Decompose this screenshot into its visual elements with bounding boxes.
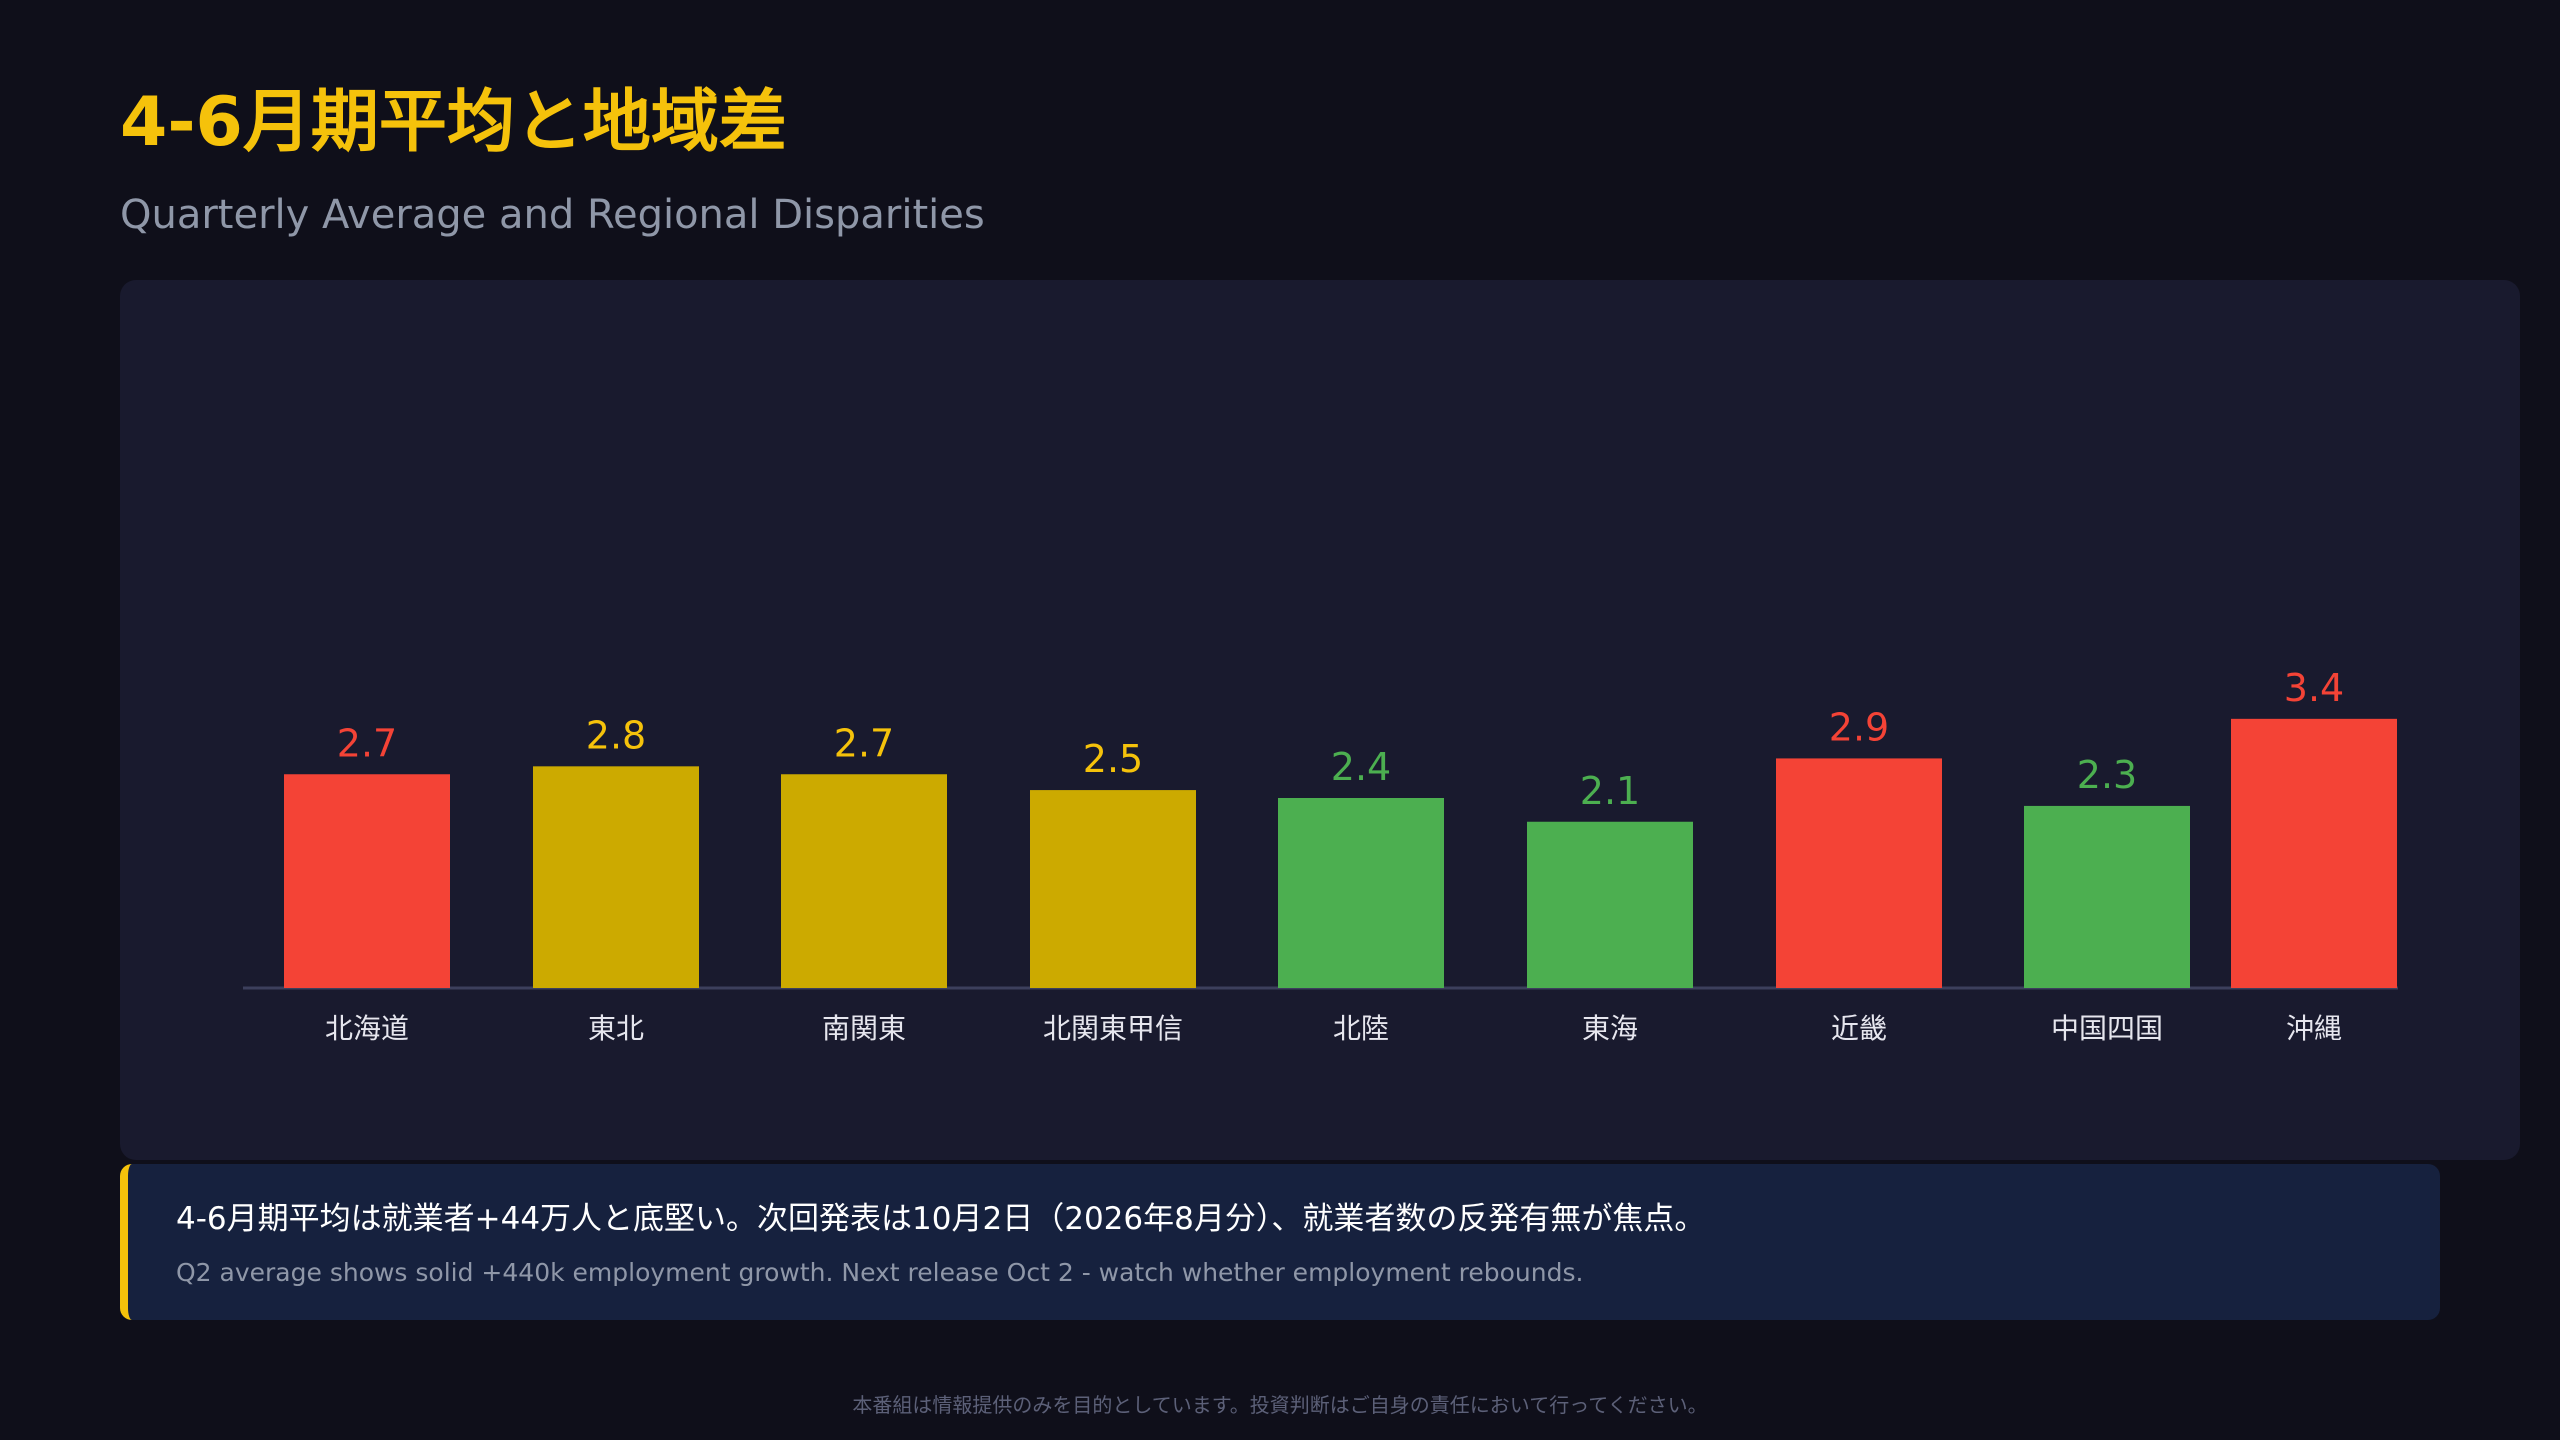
bar-3 [781, 774, 947, 988]
bar-value-label-5: 2.4 [1331, 745, 1391, 789]
bar-2 [533, 766, 699, 988]
x-tick-label-7: 近畿 [1831, 1012, 1887, 1045]
x-tick-label-3: 南関東 [822, 1012, 906, 1045]
page-title: 4-6月期平均と地域差 [120, 83, 787, 162]
bar-7 [1776, 758, 1942, 988]
bar-value-label-2: 2.8 [586, 713, 646, 757]
x-tick-label-5: 北陸 [1333, 1012, 1389, 1045]
disclaimer: 本番組は情報提供のみを目的としています。投資判断はご自身の責任において行ってくだ… [852, 1393, 1708, 1417]
x-tick-label-1: 北海道 [325, 1012, 409, 1045]
chart-panel: 2.7 北海道 2.8 東北 2.7 南関東 2.5 北関東甲信 2.4 北陸 2.1 東海 2.9 近畿… [120, 280, 2520, 1160]
bar-5 [1278, 798, 1444, 988]
x-tick-label-8: 中国四国 [2051, 1012, 2163, 1045]
bar-6 [1527, 821, 1693, 988]
bar-8 [2024, 805, 2190, 988]
x-tick-label-6: 東海 [1582, 1012, 1638, 1045]
bar-1 [284, 774, 450, 988]
x-tick-label-2: 東北 [588, 1012, 644, 1045]
bar-4 [1030, 790, 1196, 988]
bar-9 [2231, 718, 2397, 988]
page-subtitle: Quarterly Average and Regional Dispariti… [120, 192, 985, 238]
bar-value-label-1: 2.7 [337, 721, 397, 765]
bar-chart: 2.7 北海道 2.8 東北 2.7 南関東 2.5 北関東甲信 2.4 北陸 2.1 東海 2.9 近畿… [243, 666, 2398, 1045]
bar-value-label-8: 2.3 [2077, 753, 2137, 797]
x-tick-label-9: 沖縄 [2286, 1012, 2342, 1045]
bar-value-label-6: 2.1 [1580, 769, 1640, 813]
x-tick-label-4: 北関東甲信 [1043, 1012, 1183, 1045]
summary-note-japanese: 4-6月期平均は就業者+44万人と底堅い。次回発表は10月2日（2026年8月分… [176, 1201, 1706, 1237]
bar-value-label-9: 3.4 [2284, 666, 2344, 710]
summary-note-english: Q2 average shows solid +440k employment … [176, 1258, 1584, 1287]
summary-note: 4-6月期平均は就業者+44万人と底堅い。次回発表は10月2日（2026年8月分… [120, 1164, 2440, 1320]
bar-value-label-7: 2.9 [1829, 705, 1889, 749]
bar-value-label-3: 2.7 [834, 721, 894, 765]
bar-value-label-4: 2.5 [1083, 737, 1143, 781]
